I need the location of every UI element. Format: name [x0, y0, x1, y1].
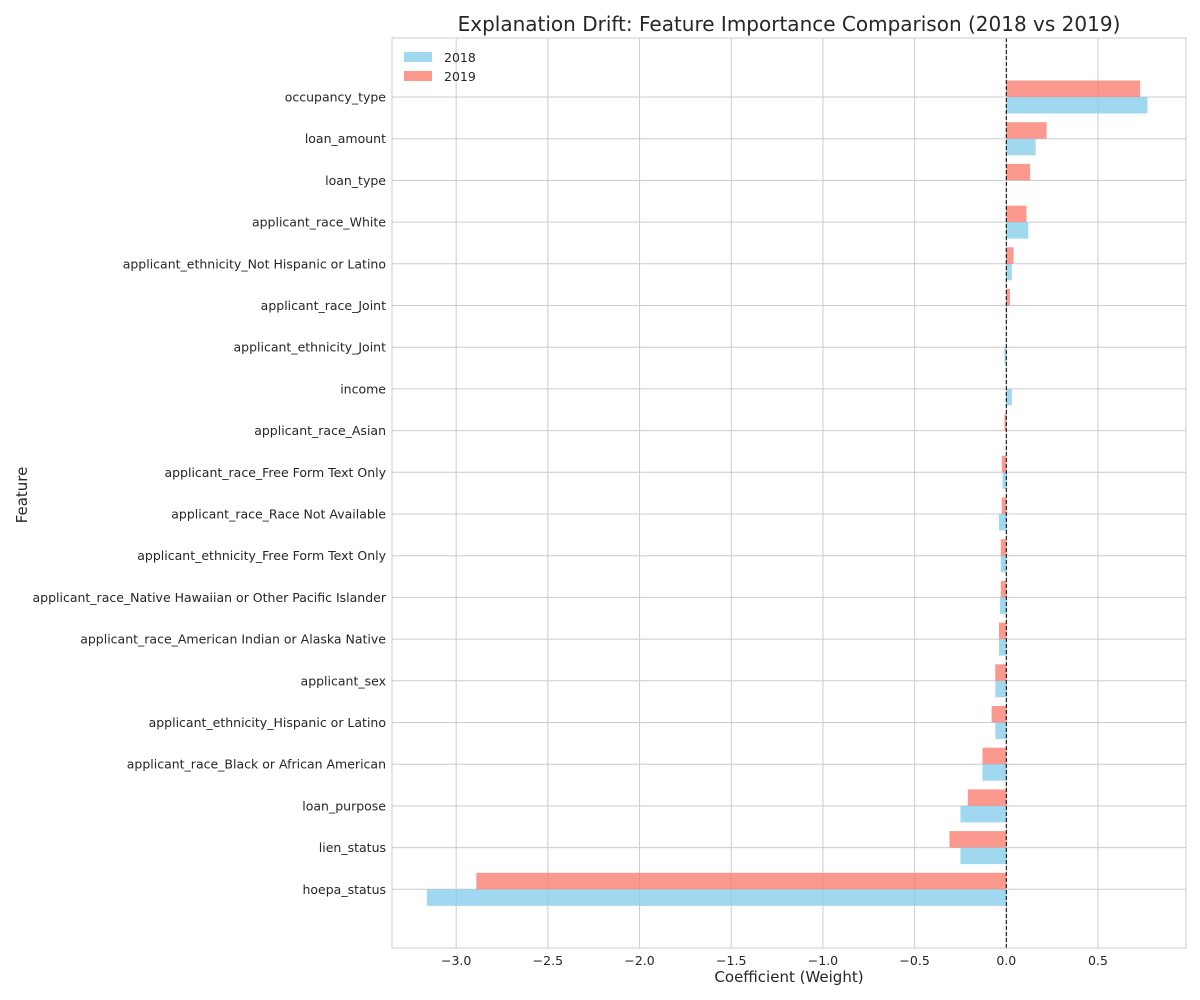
x-tick-label: −1.0 [808, 953, 838, 968]
axis-layer: −3.0 −2.5 −2.0 −1.5 −1.0 −0.5 0.0 0.5 occupancy_… [32, 37, 1187, 968]
y-tick-label: applicant_race_Race Not Available [171, 507, 386, 522]
bar-2018 [1006, 222, 1029, 239]
x-tick-label: 0.0 [996, 953, 1016, 968]
bar-2019 [1006, 289, 1010, 306]
x-tick-label: −2.5 [533, 953, 563, 968]
y-tick-label: occupancy_type [285, 90, 387, 105]
y-tick-label: loan_amount [305, 131, 386, 146]
x-tick-label: −2.0 [624, 953, 654, 968]
bar-2019 [1001, 497, 1007, 514]
bar-2018 [1006, 97, 1148, 114]
y-tick-label: applicant_ethnicity_Hispanic or Latino [149, 715, 386, 730]
x-axis-label: Coefficient (Weight) [714, 968, 863, 986]
y-tick-label: loan_purpose [302, 798, 386, 813]
y-tick-label: income [340, 381, 386, 396]
bar-2019 [1000, 539, 1007, 556]
y-tick-label: applicant_race_Free Form Text Only [164, 465, 386, 480]
y-tick-label: hoepa_status [302, 882, 386, 897]
bar-2019 [967, 789, 1007, 806]
bar-2019 [1006, 122, 1047, 139]
bar-2019 [1006, 80, 1141, 97]
bar-2019 [982, 747, 1007, 765]
y-tick-label: applicant_ethnicity_Joint [233, 340, 386, 355]
x-tick-label: −3.0 [441, 953, 471, 968]
legend-swatch-2019 [404, 71, 432, 81]
bar-2019 [476, 872, 1007, 890]
bar-2018 [998, 639, 1007, 656]
plot-frame [391, 37, 1187, 949]
bar-2019 [1001, 455, 1007, 473]
x-tick-label: 0.5 [1088, 953, 1108, 968]
bar-2019 [1004, 414, 1007, 431]
bar-2018 [1006, 388, 1012, 406]
bar-2019 [1000, 580, 1007, 598]
y-tick-label: applicant_race_Black or African American [127, 757, 386, 772]
bar-2018 [960, 847, 1007, 865]
bar-2019 [991, 706, 1007, 723]
y-tick-label: applicant_race_White [252, 215, 386, 230]
y-axis-label: Feature [13, 467, 31, 524]
bar-2018 [999, 597, 1007, 614]
y-tick-label: applicant_race_American Indian or Alaska… [80, 632, 386, 647]
y-tick-label: applicant_race_Native Hawaiian or Other … [32, 590, 386, 605]
y-tick-label: lien_status [319, 840, 386, 855]
y-tick-label: applicant_ethnicity_Free Form Text Only [137, 548, 386, 563]
bar-2018 [998, 514, 1007, 531]
bar-2018 [960, 805, 1007, 823]
bar-2018 [1000, 555, 1007, 573]
legend-swatch-2018 [404, 52, 432, 62]
y-tick-label: applicant_race_Joint [261, 298, 386, 313]
y-tick-label: applicant_ethnicity_Not Hispanic or Lati… [123, 256, 386, 271]
x-tick-label: −1.5 [716, 953, 746, 968]
y-tick-label: applicant_race_Asian [254, 423, 386, 438]
bar-2018 [1004, 347, 1007, 364]
bar-2019 [995, 664, 1007, 681]
bar-2018 [982, 764, 1007, 781]
bar-2018 [426, 889, 1007, 906]
bar-2018 [995, 722, 1007, 739]
grid-layer [392, 38, 1186, 948]
legend: 2018 2019 [404, 50, 476, 84]
y-tick-label: loan_type [325, 173, 386, 188]
y-tick-label: applicant_sex [301, 673, 386, 688]
legend-label-2018: 2018 [444, 50, 476, 65]
bar-2018 [1006, 138, 1036, 156]
bar-2018 [1006, 263, 1012, 281]
bar-2018 [1002, 472, 1007, 489]
bar-layer [426, 80, 1148, 906]
bar-2019 [1006, 205, 1027, 223]
legend-label-2019: 2019 [444, 69, 476, 84]
bar-2019 [1006, 247, 1014, 264]
chart-title: Explanation Drift: Feature Importance Co… [458, 12, 1121, 36]
bar-2019 [949, 831, 1007, 848]
bar-2018 [995, 680, 1007, 698]
bar-2018 [1006, 305, 1008, 322]
bar-2019 [1006, 163, 1031, 181]
bar-2019 [998, 622, 1007, 640]
x-tick-label: −0.5 [899, 953, 929, 968]
